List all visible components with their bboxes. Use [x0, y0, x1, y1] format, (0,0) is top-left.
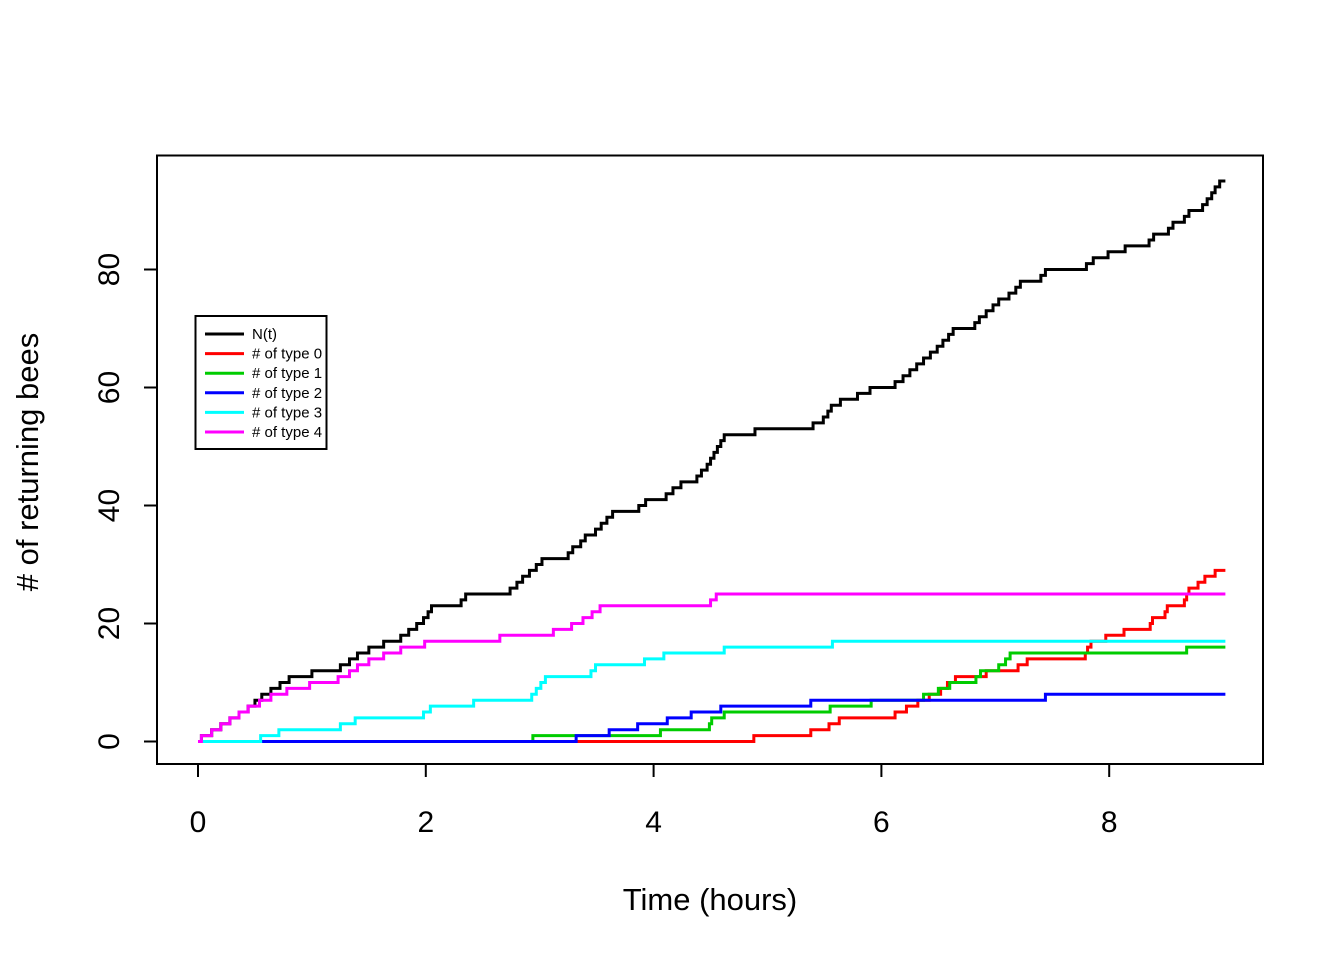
x-tick-label-6: 6	[873, 806, 890, 839]
x-tick-label-4: 4	[645, 806, 662, 839]
y-tick-label-80: 80	[93, 253, 126, 286]
series-line-0-n-t-	[198, 179, 1226, 743]
series-line-5--of-type-4	[198, 592, 1226, 743]
series-line-3--of-type-2	[198, 692, 1226, 743]
y-axis-title: # of returning bees	[10, 333, 45, 592]
series-group	[198, 179, 1226, 743]
plot-border	[156, 154, 1264, 765]
legend-label-2: # of type 1	[252, 365, 322, 382]
legend: N(t) # of type 0 # of type 1 # of type 2 # o…	[194, 315, 328, 450]
legend-label-0: N(t)	[252, 326, 277, 343]
legend-label-5: # of type 4	[252, 424, 322, 441]
x-axis-title: Time (hours)	[623, 882, 798, 917]
x-tick-label-0: 0	[190, 806, 207, 839]
legend-box	[194, 315, 328, 450]
series-line-4--of-type-3	[198, 639, 1226, 743]
series-line-2--of-type-1	[198, 645, 1226, 743]
legend-label-4: # of type 3	[252, 404, 322, 421]
series-line-1--of-type-0	[198, 568, 1226, 743]
y-tick-label-0: 0	[93, 733, 126, 750]
y-tick-label-60: 60	[93, 371, 126, 404]
legend-label-3: # of type 2	[252, 385, 322, 402]
legend-label-1: # of type 0	[252, 346, 322, 363]
y-tick-label-40: 40	[93, 489, 126, 522]
y-tick-label-20: 20	[93, 607, 126, 640]
x-tick-label-8: 8	[1101, 806, 1118, 839]
x-tick-label-2: 2	[417, 806, 434, 839]
